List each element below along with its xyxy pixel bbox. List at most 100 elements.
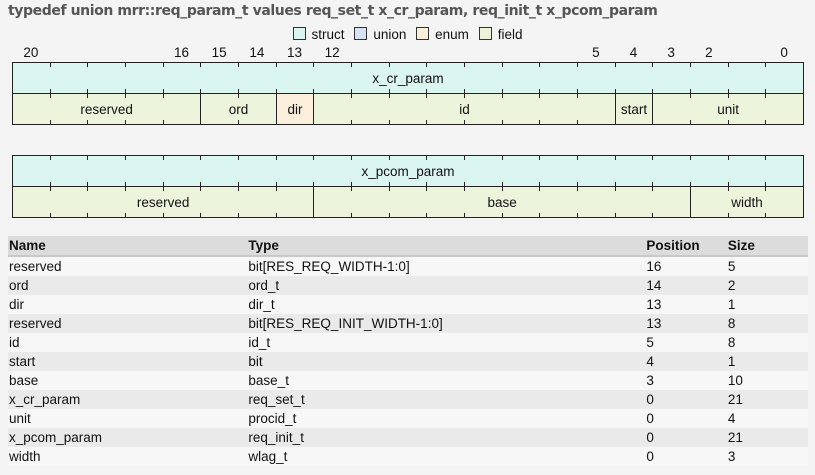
- bit-tick: [727, 94, 729, 98]
- bit-tick: [388, 94, 390, 98]
- bit-tick: [690, 156, 691, 160]
- struct-swatch-icon: [292, 27, 306, 40]
- bit-tick: [125, 94, 126, 98]
- bit-tick: [313, 94, 315, 98]
- legend-label: struct: [311, 27, 345, 42]
- table-row: x_pcom_param req_init_t 0 21: [8, 428, 808, 447]
- field-start: start: [614, 93, 654, 125]
- bit-tick: [87, 213, 89, 217]
- bit-tick: [614, 89, 616, 93]
- bit-tick: [200, 156, 202, 160]
- bit-tick: [464, 120, 465, 124]
- bit-label: 13: [286, 45, 303, 60]
- bit-tick: [313, 120, 315, 124]
- bit-tick: [238, 120, 239, 124]
- bit-tick: [464, 89, 465, 93]
- field-ord: ord: [200, 93, 277, 125]
- bit-tick: [275, 63, 277, 67]
- table-row: x_cr_param req_set_t 0 21: [8, 390, 808, 409]
- bit-tick: [577, 182, 578, 186]
- bit-tick: [238, 156, 239, 160]
- field-base: base: [313, 186, 691, 218]
- cell-position: 0: [645, 409, 727, 428]
- bit-tick: [690, 94, 691, 98]
- bit-tick: [162, 213, 164, 217]
- bit-tick: [501, 89, 503, 93]
- bit-tick: [162, 120, 164, 124]
- bit-tick: [162, 89, 164, 93]
- struct-row-x-pcom-param: x_pcom_param: [12, 155, 804, 187]
- bit-label: 12: [324, 45, 340, 60]
- cell-position: 14: [645, 276, 727, 295]
- column-header-size: Size: [726, 236, 808, 257]
- bit-label: 5: [592, 45, 600, 60]
- bit-tick: [652, 213, 654, 217]
- bit-tick: [577, 213, 578, 217]
- field-label: unit: [717, 101, 740, 117]
- bit-tick: [49, 89, 51, 93]
- table-row: dir dir_t 13 1: [8, 295, 808, 314]
- bit-tick: [765, 63, 767, 67]
- bit-tick: [464, 187, 465, 191]
- bit-tick: [275, 213, 277, 217]
- bit-tick: [765, 94, 767, 98]
- cell-name: width: [8, 447, 248, 466]
- bitfield-diagram: 20 16 15 14 13 12 5 4 3 2 0 x_cr_param reserved ord di…: [0, 0, 815, 230]
- bit-tick: [539, 89, 541, 93]
- bit-tick: [125, 63, 126, 67]
- bit-tick: [727, 120, 729, 124]
- bit-tick: [501, 156, 503, 160]
- bit-tick: [690, 63, 691, 67]
- enum-swatch-icon: [416, 27, 430, 40]
- bit-tick: [501, 182, 503, 186]
- bit-tick: [351, 213, 352, 217]
- field-id: id: [313, 93, 616, 125]
- bit-tick: [125, 89, 126, 93]
- bit-tick: [388, 187, 390, 191]
- field-reserved: reserved: [12, 186, 315, 218]
- bit-tick: [313, 63, 315, 67]
- field-dir: dir: [275, 93, 315, 125]
- bit-tick: [200, 120, 202, 124]
- bit-tick: [351, 156, 352, 160]
- bit-tick: [690, 213, 691, 217]
- bit-tick: [275, 156, 277, 160]
- cell-name: reserved: [8, 256, 248, 276]
- bit-tick: [388, 213, 390, 217]
- bit-tick: [351, 120, 352, 124]
- bit-tick: [577, 63, 578, 67]
- table-row: ord ord_t 14 2: [8, 276, 808, 295]
- bit-tick: [49, 213, 51, 217]
- bit-label: 15: [211, 45, 227, 60]
- cell-size: 8: [726, 333, 808, 352]
- bit-tick: [501, 187, 503, 191]
- legend-union: union: [354, 27, 406, 42]
- bit-tick: [727, 213, 729, 217]
- bit-tick: [125, 187, 126, 191]
- table-row: base base_t 3 10: [8, 371, 808, 390]
- cell-size: 8: [726, 314, 808, 333]
- cell-size: 10: [726, 371, 808, 390]
- bit-tick: [87, 156, 89, 160]
- bit-tick: [200, 63, 202, 67]
- bit-tick: [765, 182, 767, 186]
- cell-position: 16: [645, 256, 727, 276]
- column-header-name: Name: [8, 236, 248, 257]
- bit-tick: [652, 187, 654, 191]
- bit-tick: [200, 213, 202, 217]
- bit-tick: [275, 187, 277, 191]
- bit-tick: [313, 182, 315, 186]
- bit-tick: [388, 182, 390, 186]
- bit-tick: [727, 89, 729, 93]
- field-swatch-icon: [478, 27, 492, 40]
- bit-tick: [727, 187, 729, 191]
- bit-tick: [765, 213, 767, 217]
- bit-tick: [162, 156, 164, 160]
- bit-tick: [162, 182, 164, 186]
- legend-field: field: [478, 27, 522, 42]
- table-row: id id_t 5 8: [8, 333, 808, 352]
- bit-label: 20: [23, 45, 39, 60]
- bit-tick: [539, 182, 541, 186]
- bit-tick: [501, 94, 503, 98]
- cell-name: base: [8, 371, 248, 390]
